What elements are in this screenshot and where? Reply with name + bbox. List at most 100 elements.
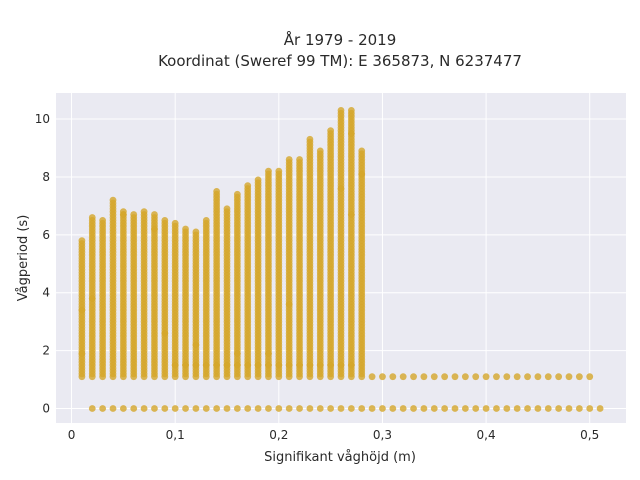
data-point [171, 361, 179, 369]
data-point [285, 156, 293, 163]
data-point [482, 405, 490, 412]
data-point [347, 106, 355, 114]
data-point [213, 361, 221, 369]
data-point [420, 373, 428, 381]
data-point [513, 373, 521, 381]
data-point [254, 176, 262, 184]
data-point [327, 361, 335, 369]
data-point [192, 341, 200, 349]
data-point [265, 361, 272, 369]
data-point [399, 373, 407, 381]
data-point [233, 350, 241, 357]
x-tick-label: 0,1 [166, 428, 185, 442]
data-point [233, 405, 241, 412]
data-point [316, 147, 324, 155]
data-point [575, 373, 583, 381]
data-point [461, 373, 469, 381]
data-point [430, 405, 438, 412]
data-point [565, 373, 573, 381]
y-tick-label: 2 [42, 344, 50, 358]
data-point [482, 373, 490, 381]
data-point [368, 405, 376, 412]
data-point [296, 156, 303, 163]
data-point [109, 196, 117, 204]
data-point [316, 405, 324, 412]
data-point [130, 405, 138, 412]
data-point [503, 405, 511, 412]
data-point [88, 295, 96, 302]
data-point [451, 373, 459, 381]
y-tick-label: 8 [42, 170, 50, 184]
data-point [275, 361, 283, 369]
data-point [244, 182, 252, 190]
data-point [358, 147, 366, 155]
data-point [389, 405, 397, 412]
data-point [233, 190, 241, 198]
data-point [140, 208, 148, 216]
data-point [223, 205, 231, 213]
data-point [586, 405, 594, 412]
data-point [223, 361, 231, 369]
data-point [99, 216, 107, 224]
data-point [306, 361, 314, 369]
x-tick-label: 0,5 [580, 428, 599, 442]
data-point [78, 350, 86, 357]
data-point [347, 130, 355, 137]
data-point [202, 405, 210, 412]
data-point [192, 361, 200, 369]
y-tick-label: 0 [42, 402, 50, 416]
data-point [575, 405, 583, 412]
data-point [161, 329, 169, 337]
ticks-layer: 0 0,1 0,2 0,3 0,4 0,5 0 2 4 6 8 10 [35, 112, 600, 442]
data-point [88, 214, 96, 221]
data-point [347, 361, 355, 369]
data-point [430, 373, 438, 381]
data-point [410, 373, 417, 381]
data-point [192, 405, 200, 412]
data-point [555, 405, 563, 412]
data-point [306, 135, 314, 143]
chart-title-line1: År 1979 - 2019 [284, 30, 397, 49]
data-point [493, 405, 500, 412]
data-point [461, 405, 469, 412]
data-point [472, 373, 480, 381]
data-point [202, 361, 210, 369]
data-point [202, 216, 210, 224]
data-point [119, 211, 127, 218]
data-point [493, 373, 500, 381]
data-point [182, 405, 189, 412]
data-point [555, 373, 563, 381]
data-point [171, 219, 179, 227]
data-point [119, 405, 127, 412]
data-point [275, 405, 283, 412]
data-point [389, 373, 397, 381]
points-layer [78, 106, 604, 412]
data-point [524, 405, 531, 412]
x-tick-label: 0,2 [269, 428, 288, 442]
data-point [441, 373, 449, 381]
data-point [171, 405, 179, 412]
data-point [265, 167, 272, 175]
data-point [99, 405, 107, 412]
data-point [513, 405, 521, 412]
data-point [368, 373, 376, 381]
data-point [244, 405, 252, 412]
data-point [285, 361, 293, 369]
data-point [337, 405, 345, 412]
data-point [544, 373, 552, 381]
x-tick-label: 0 [68, 428, 76, 442]
data-point [586, 373, 594, 381]
data-point [151, 211, 158, 218]
data-point [192, 228, 200, 236]
x-tick-label: 0,4 [477, 428, 496, 442]
data-point [410, 405, 417, 412]
data-point [534, 373, 542, 381]
data-point [420, 405, 428, 412]
data-point [358, 170, 366, 178]
y-tick-label: 10 [35, 112, 50, 126]
data-point [151, 405, 158, 412]
data-point [534, 405, 542, 412]
data-point [213, 405, 221, 412]
